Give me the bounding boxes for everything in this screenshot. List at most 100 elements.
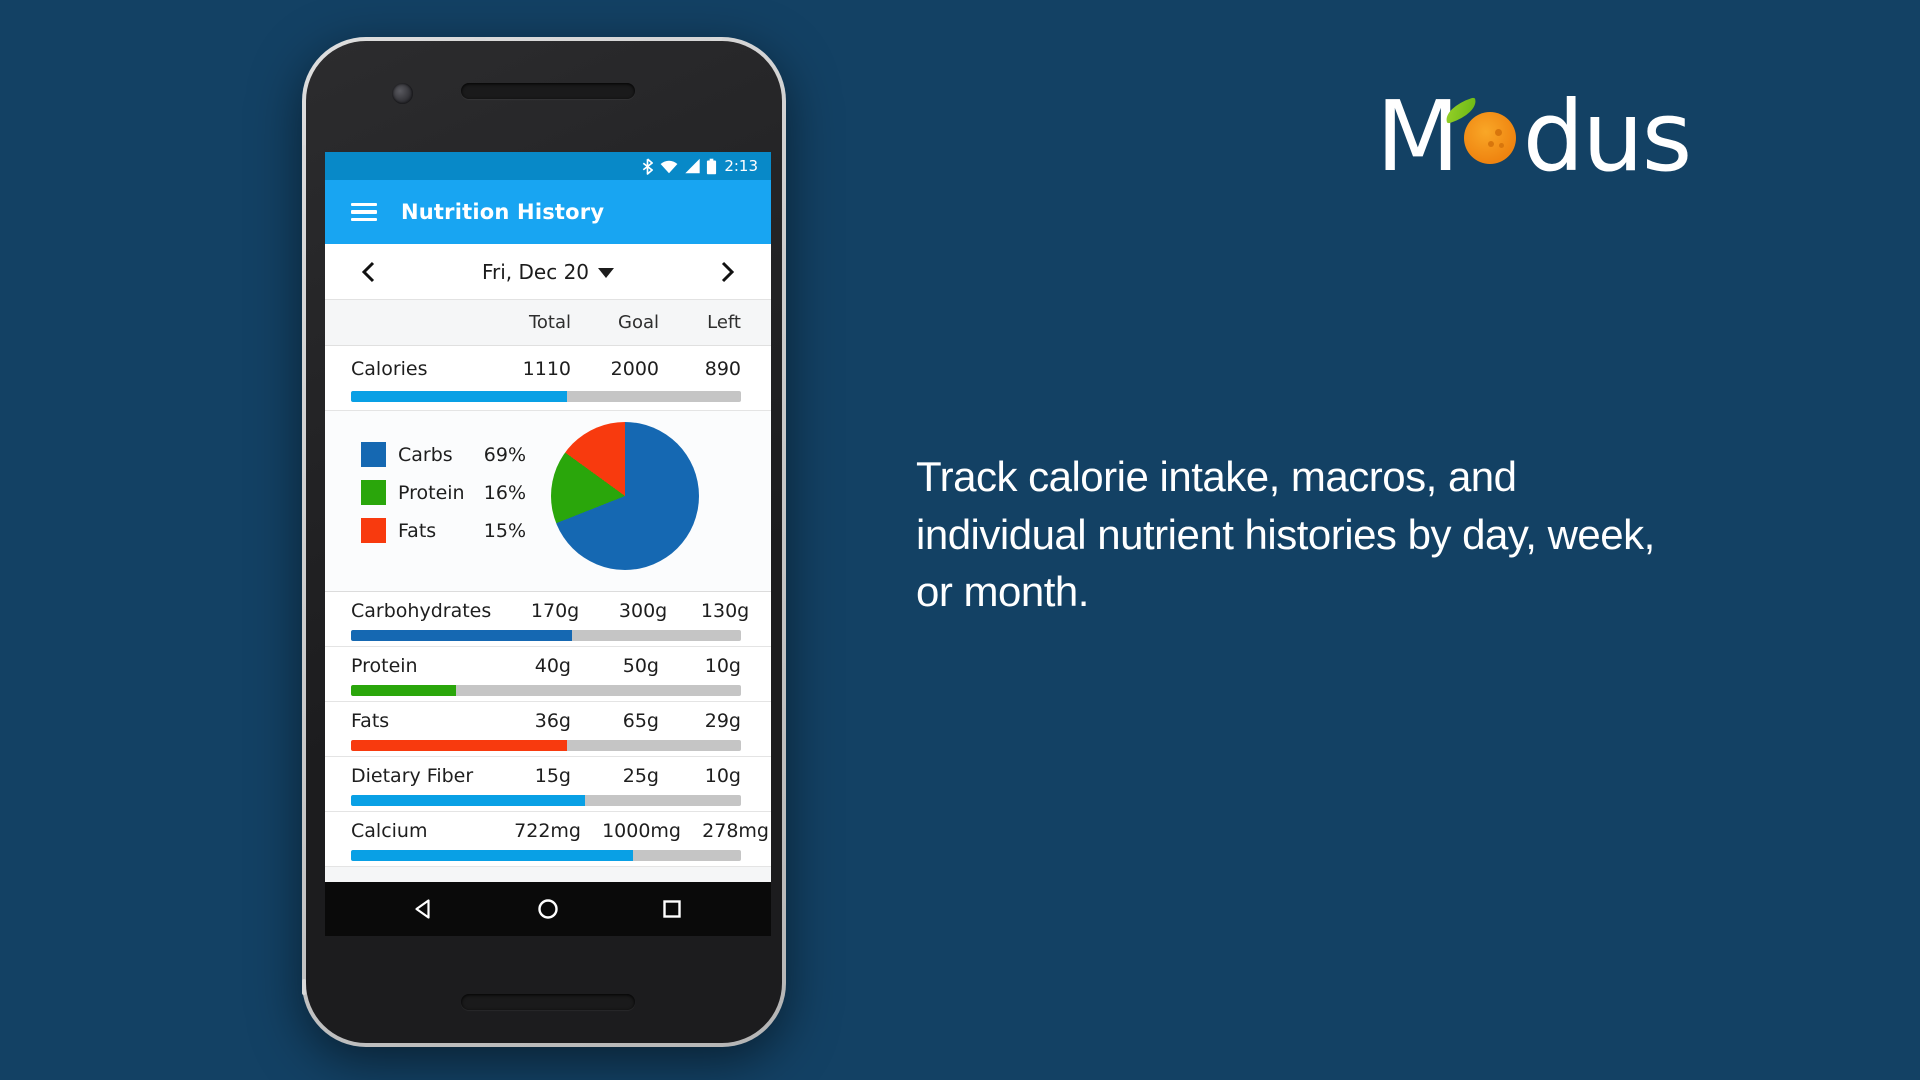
table-header: Total Goal Left (325, 300, 771, 346)
nutrient-left: 29g (704, 710, 741, 732)
nutrient-left: 890 (704, 358, 741, 380)
progress-fill (351, 685, 457, 696)
hamburger-menu-icon[interactable] (351, 202, 377, 222)
home-icon[interactable] (486, 882, 610, 936)
phone-bezel: 2:13 Nutrition History (306, 41, 782, 1043)
nutrient-goal: 65g (622, 710, 659, 732)
chevron-right-icon[interactable] (711, 255, 745, 289)
nutrient-left: 278mg (702, 820, 769, 842)
nutrient-label: Calcium (351, 820, 428, 842)
wifi-icon (660, 160, 678, 174)
antenna-line (302, 145, 306, 161)
legend-label: Protein (398, 481, 465, 504)
progress-bar (351, 391, 741, 402)
nutrient-goal: 300g (618, 600, 668, 622)
battery-icon (707, 158, 717, 174)
legend-value: 69% (483, 443, 526, 466)
caret-down-icon (598, 267, 615, 278)
android-nav-bar (325, 882, 771, 936)
progress-fill (351, 850, 633, 861)
status-bar: 2:13 (325, 152, 771, 180)
nutrient-total: 170g (530, 600, 580, 622)
legend-item: Carbs 69% (361, 442, 526, 467)
col-total: Total (528, 312, 571, 333)
nutrient-label: Fats (351, 710, 390, 732)
progress-bar (351, 850, 741, 861)
app-bar: Nutrition History (325, 180, 771, 244)
pie-legend: Carbs 69% Protein 16% Fats 15% (361, 442, 526, 543)
legend-value: 16% (483, 481, 526, 504)
next-row-peek (325, 867, 771, 882)
legend-value: 15% (483, 519, 526, 542)
nutrient-total: 15g (534, 765, 571, 787)
nutrient-total: 722mg (514, 820, 581, 842)
progress-bar (351, 630, 741, 641)
macro-pie-chart (551, 422, 699, 570)
cellular-signal-icon (685, 158, 701, 174)
nutrient-list: Carbohydrates 170g 300g 130g Protein 40g… (325, 592, 771, 867)
progress-bar (351, 795, 741, 806)
legend-swatch (361, 518, 386, 543)
earpiece-speaker (461, 83, 635, 99)
nutrient-left: 10g (704, 765, 741, 787)
nutrient-row[interactable]: Dietary Fiber 15g 25g 10g (325, 757, 771, 812)
front-camera (392, 83, 413, 104)
phone-screen: 2:13 Nutrition History (325, 152, 771, 936)
progress-fill (351, 740, 568, 751)
tagline: Track calorie intake, macros, and indivi… (916, 453, 1655, 616)
legend-item: Protein 16% (361, 480, 526, 505)
nutrient-total: 1110 (522, 358, 571, 380)
progress-bar (351, 740, 741, 751)
nutrient-label: Dietary Fiber (351, 765, 474, 787)
nutrient-label: Protein (351, 655, 418, 677)
orange-fruit-icon (1441, 97, 1516, 164)
date-label: Fri, Dec 20 (481, 259, 590, 284)
phone-mockup: 2:13 Nutrition History (302, 37, 786, 1047)
date-navigator: Fri, Dec 20 (325, 244, 771, 300)
nutrient-goal: 2000 (610, 358, 659, 380)
logo-text-m: M (1376, 80, 1460, 193)
antenna-line (302, 979, 306, 995)
nutrient-total: 36g (534, 710, 571, 732)
page-title: Nutrition History (401, 200, 605, 224)
col-left: Left (707, 312, 741, 333)
calories-section: Calories 1110 2000 890 (325, 346, 771, 411)
bottom-speaker (461, 994, 635, 1010)
logo-text-dus: dus (1522, 80, 1693, 193)
nutrient-row[interactable]: Calories 1110 2000 890 (325, 346, 771, 411)
progress-fill (351, 391, 568, 402)
nutrient-label: Carbohydrates (351, 600, 492, 622)
legend-label: Fats (398, 519, 437, 542)
nutrient-left: 10g (704, 655, 741, 677)
chevron-left-icon[interactable] (351, 255, 385, 289)
progress-bar (351, 685, 741, 696)
col-goal: Goal (618, 312, 659, 333)
back-icon[interactable] (362, 882, 486, 936)
bluetooth-icon (643, 157, 654, 175)
progress-fill (351, 630, 573, 641)
nutrient-goal: 1000mg (602, 820, 681, 842)
nutrient-row[interactable]: Carbohydrates 170g 300g 130g (325, 592, 771, 647)
antenna-line (710, 37, 722, 41)
nutrition-content: Fri, Dec 20 Total Goal (325, 244, 771, 882)
legend-swatch (361, 442, 386, 467)
status-time: 2:13 (724, 156, 758, 175)
nutrient-row[interactable]: Calcium 722mg 1000mg 278mg (325, 812, 771, 867)
nutrient-goal: 50g (622, 655, 659, 677)
recents-icon[interactable] (610, 882, 734, 936)
nutrient-label: Calories (351, 358, 428, 380)
nutrient-left: 130g (700, 600, 750, 622)
macro-chart-section: Carbs 69% Protein 16% Fats 15% (325, 411, 771, 592)
legend-item: Fats 15% (361, 518, 526, 543)
modus-logo: M dus (1376, 80, 1693, 193)
nutrient-goal: 25g (622, 765, 659, 787)
legend-swatch (361, 480, 386, 505)
date-dropdown[interactable]: Fri, Dec 20 (481, 259, 615, 284)
progress-fill (351, 795, 585, 806)
nutrient-row[interactable]: Protein 40g 50g 10g (325, 647, 771, 702)
nutrient-row[interactable]: Fats 36g 65g 29g (325, 702, 771, 757)
legend-label: Carbs (398, 443, 453, 466)
antenna-line (474, 37, 486, 41)
nutrient-total: 40g (534, 655, 571, 677)
